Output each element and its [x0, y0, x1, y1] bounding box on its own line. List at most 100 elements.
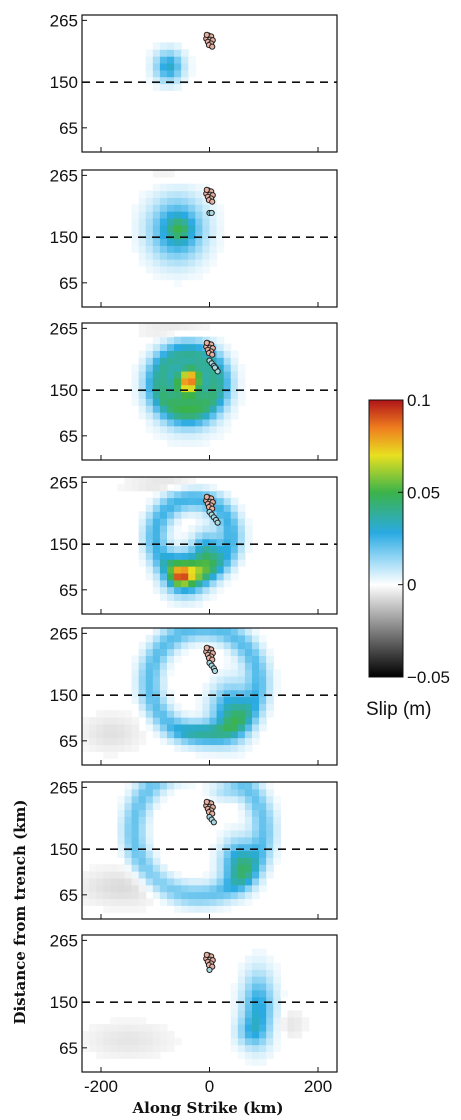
y-tick-label: 65: [59, 274, 78, 293]
slip-cell: [103, 1024, 111, 1032]
slip-cell: [237, 751, 246, 759]
slip-cell: [209, 336, 218, 345]
slip-cell: [223, 559, 232, 567]
slip-cell: [138, 662, 147, 670]
slip-cell: [89, 737, 97, 746]
slip-cell: [244, 829, 253, 838]
slip-cell: [202, 545, 211, 553]
slip-cell: [152, 689, 161, 698]
slip-cell: [202, 782, 211, 790]
slip-cell: [181, 272, 189, 281]
slip-cell: [181, 357, 189, 365]
slip-cell: [259, 710, 267, 718]
slip-cell: [209, 391, 218, 399]
slip-cell: [230, 628, 239, 636]
slip-cell: [230, 871, 239, 879]
slip-cell: [252, 1010, 260, 1018]
slip-cell: [138, 245, 147, 253]
slip-cell: [181, 323, 189, 331]
slip-cell: [223, 737, 232, 746]
slip-cell: [202, 737, 211, 746]
slip-cell: [167, 884, 175, 893]
slip-cell: [252, 723, 260, 732]
slip-cell: [223, 905, 232, 913]
slip-cell: [252, 1030, 260, 1039]
slip-cell: [159, 170, 168, 178]
slip-cell: [252, 884, 260, 893]
slip-cell: [124, 829, 133, 838]
slip-cell: [131, 816, 140, 824]
slip-cell: [82, 898, 90, 906]
event-marker: [203, 186, 210, 193]
slip-cell: [259, 982, 267, 991]
slip-cell: [138, 1030, 147, 1039]
slip-cell: [145, 689, 154, 698]
slip-cell: [152, 850, 161, 858]
slip-cell: [237, 898, 246, 906]
slip-cell: [181, 405, 189, 413]
slip-cell: [223, 857, 232, 865]
slip-cell: [167, 83, 175, 91]
slip-cell: [230, 1024, 239, 1032]
slip-cell: [145, 252, 154, 260]
slip-cell: [244, 689, 253, 698]
slip-cell: [223, 662, 232, 670]
slip-cell: [152, 343, 161, 351]
slip-cell: [244, 996, 253, 1005]
slip-cell: [202, 323, 211, 331]
slip-cell: [188, 884, 196, 893]
slip-cell: [152, 391, 161, 399]
slip-cell: [174, 197, 182, 205]
slip-cell: [174, 336, 182, 345]
slip-cell: [230, 857, 239, 865]
slip-cell: [209, 432, 218, 441]
slip-cell: [138, 857, 147, 865]
slip-cell: [195, 405, 204, 413]
slip-cell: [167, 377, 175, 386]
slip-cell: [152, 405, 161, 413]
slip-cell: [244, 843, 253, 852]
slip-cell: [145, 364, 154, 372]
slip-cell: [167, 364, 175, 372]
slip-cell: [152, 350, 161, 358]
slip-cell: [96, 871, 104, 879]
slip-cell: [145, 62, 154, 71]
slip-cell: [174, 518, 182, 526]
slip-cell: [82, 717, 90, 725]
slip-cell: [138, 696, 147, 704]
slip-cell: [259, 1017, 267, 1025]
slip-cell: [195, 377, 204, 386]
slip-cell: [145, 559, 154, 567]
slip-cell: [167, 350, 175, 358]
slip-cell: [273, 962, 281, 970]
slip-cell: [252, 682, 260, 691]
slip-cell: [188, 572, 196, 581]
slip-cell: [145, 1051, 154, 1059]
slip-cell: [167, 891, 175, 900]
slip-cell: [117, 710, 126, 718]
slip-cell: [223, 531, 232, 540]
slip-cell: [188, 524, 196, 533]
slip-cell: [181, 377, 189, 386]
slip-cell: [237, 531, 246, 540]
slip-cell: [152, 1051, 161, 1059]
slip-cell: [244, 850, 253, 858]
slip-cell: [152, 425, 161, 434]
slip-cell: [152, 884, 161, 893]
slip-cell: [174, 593, 182, 601]
slip-cell: [216, 238, 225, 246]
slip-cell: [209, 545, 218, 553]
slip-cell: [266, 1037, 274, 1046]
slip-cell: [181, 898, 189, 906]
slip-cell: [259, 871, 267, 879]
slip-cell: [230, 518, 239, 526]
slip-cell: [159, 655, 168, 663]
slip-cell: [259, 976, 267, 984]
slip-cell: [138, 217, 147, 226]
slip-cell: [138, 412, 147, 420]
slip-cell: [259, 955, 267, 963]
slip-cell: [174, 350, 182, 358]
slip-cell: [159, 682, 168, 691]
slip-cell: [244, 1003, 253, 1011]
slip-cell: [216, 723, 225, 732]
